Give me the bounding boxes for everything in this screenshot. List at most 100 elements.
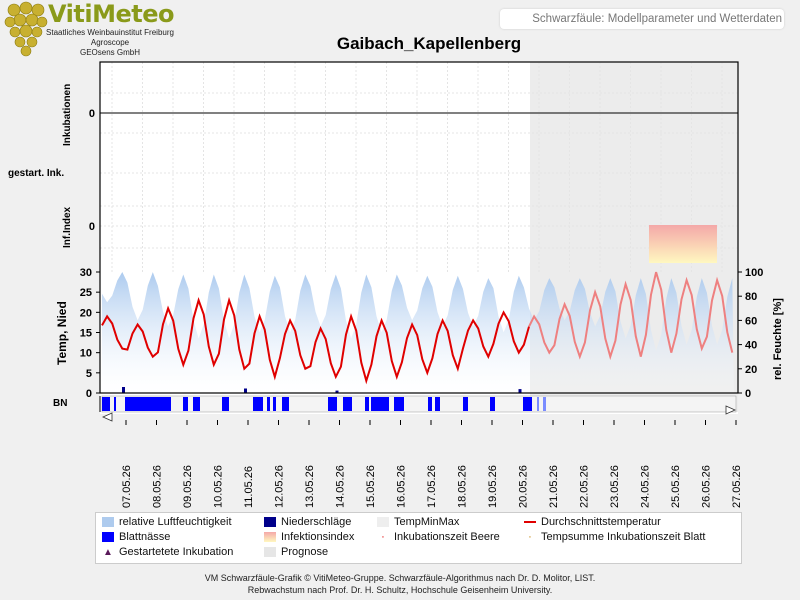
temp-tick-25: 25 [80,287,92,299]
x-tick-label-12: 19.05.26 [487,465,499,508]
leaf-wet-seg-19 [523,397,532,411]
legend-infidx-swatch [264,532,276,542]
legend-tsum: · Tempsumme Inkubationszeit Blatt [524,530,705,544]
chart-subtitle-badge: Schwarzfäule: Modellparameter und Wetter… [500,9,784,29]
footer: VM Schwarzfäule-Grafik © VitiMeteo-Grupp… [0,572,800,596]
leaf-wet-seg-10 [328,397,337,411]
leaf-wet-seg-9 [282,397,289,411]
legend-leafwet-swatch [102,532,114,542]
leaf-wet-seg-4 [193,397,200,411]
infindex-tick-0: 0 [89,221,95,233]
rain-bar-3 [518,389,522,393]
infection-index-forecast [649,225,717,263]
legend-leafwet: Blattnässe [102,530,170,544]
temp-tick-20: 20 [80,307,92,319]
leaf-wetness-strip [101,395,737,413]
rh-area [102,272,734,393]
legend: relative Luftfeuchtigkeit Niederschläge … [95,512,742,564]
leaf-wet-seg-1 [114,397,116,411]
legend-started-label: Gestartetete Inkubation [119,546,234,558]
x-tick-label-14: 21.05.26 [548,465,560,508]
x-tick-label-5: 12.05.26 [274,465,286,508]
leaf-wet-seg-16 [435,397,440,411]
bn-label: BN [53,398,68,409]
leaf-wet-seg-6 [253,397,263,411]
leaf-wet-seg-18 [490,397,495,411]
x-tick-label-6: 13.05.26 [304,465,316,508]
leaf-wet-seg-11 [343,397,352,411]
footer-line-2: Rebwachstum nach Prof. Dr. H. Schultz, H… [247,585,553,595]
legend-infidx-label: Infektionsindex [281,531,355,543]
legend-forecast: Prognose [264,545,328,559]
rain-bar-2 [335,390,339,393]
temp-avg-forecast-line [528,271,734,361]
brand-name: VitiMeteo [48,0,174,28]
infindex-axis-label: Inf.Index [62,206,73,248]
leaf-wet-seg-12 [365,397,369,411]
leaf-wet-seg-2 [125,397,171,411]
legend-forecast-swatch [264,547,276,557]
legend-tavg-label: Durchschnittstemperatur [541,516,661,528]
rain-bar-0 [122,387,125,393]
rh-tick-60: 60 [745,315,757,327]
temp-tick-10: 10 [80,348,92,360]
legend-tminmax-label: TempMinMax [394,516,460,528]
rh-axis-label: rel. Feuchte [%] [772,298,784,380]
org-line-1: Staatliches Weinbauinstitut Freiburg [46,28,174,37]
leaf-wet-seg-15 [428,397,432,411]
inkubationen-axis-label: Inkubationen [62,83,73,146]
legend-leafwet-label: Blattnässe [119,531,171,543]
x-tick-label-19: 26.05.26 [701,465,713,508]
vitimeteo-logo [2,0,192,60]
plot-frame [99,61,739,422]
legend-tminmax-swatch [377,517,389,527]
temp-tick-30: 30 [80,267,92,279]
rh-tick-100: 100 [745,267,763,279]
x-tick-label-0: 07.05.26 [121,465,133,508]
legend-inkberry: · Inkubationszeit Beere [377,530,500,544]
x-tick-label-9: 16.05.26 [396,465,408,508]
legend-started: ▲ Gestartetete Inkubation [102,545,233,559]
legend-rain-label: Niederschläge [281,516,352,528]
leaf-wet-seg-0 [102,397,110,411]
inkubationen-tick-0: 0 [89,108,95,120]
x-tick-label-13: 20.05.26 [518,465,530,508]
x-tick-label-10: 17.05.26 [426,465,438,508]
leaf-wet-seg-7 [267,397,270,411]
x-tick-label-3: 10.05.26 [213,465,225,508]
temp-axis-label: Temp, Nied [55,301,69,365]
leaf-wet-seg-5 [222,397,229,411]
rh-tick-20: 20 [745,364,757,376]
legend-tavg-swatch [524,521,536,523]
legend-rh-label: relative Luftfeuchtigkeit [119,516,232,528]
station-title: Gaibach_Kapellenberg [336,34,522,53]
axis-ticks: 0 0 30 25 20 15 10 5 0 100 80 60 40 20 0 [80,108,764,400]
x-tick-label-16: 23.05.26 [609,465,621,508]
x-tick-label-2: 09.05.26 [182,465,194,508]
x-tick-label-4: 11.05.26 [243,466,255,508]
legend-infidx: Infektionsindex [264,530,354,544]
temp-tick-15: 15 [80,328,92,340]
x-tick-label-8: 15.05.26 [365,465,377,508]
legend-inkberry-marker: · [381,531,385,543]
x-tick-label-11: 18.05.26 [457,465,469,508]
legend-tsum-marker: · [528,531,532,543]
legend-rain: Niederschläge [264,515,351,529]
rh-tick-40: 40 [745,340,757,352]
rh-tick-0: 0 [745,388,751,400]
scroll-left-arrow-icon [102,412,113,422]
leaf-wet-seg-17 [463,397,468,411]
leaf-wet-seg-14 [394,397,404,411]
rain-bars [122,387,522,393]
temp-tick-0: 0 [86,388,92,400]
footer-line-1: VM Schwarzfäule-Grafik © VitiMeteo-Grupp… [204,573,596,583]
x-axis-labels: 07.05.26 08.05.26 09.05.26 10.05.26 11.05.26… [121,420,743,508]
legend-inkberry-label: Inkubationszeit Beere [394,531,500,543]
temp-tick-5: 5 [86,368,92,380]
leaf-wet-seg-8 [273,397,276,411]
triangle-icon: ▲ [103,546,113,558]
leaf-wet-seg-3 [183,397,188,411]
scroll-right-arrow-icon [725,405,736,415]
grape-logo-icon [4,1,48,57]
